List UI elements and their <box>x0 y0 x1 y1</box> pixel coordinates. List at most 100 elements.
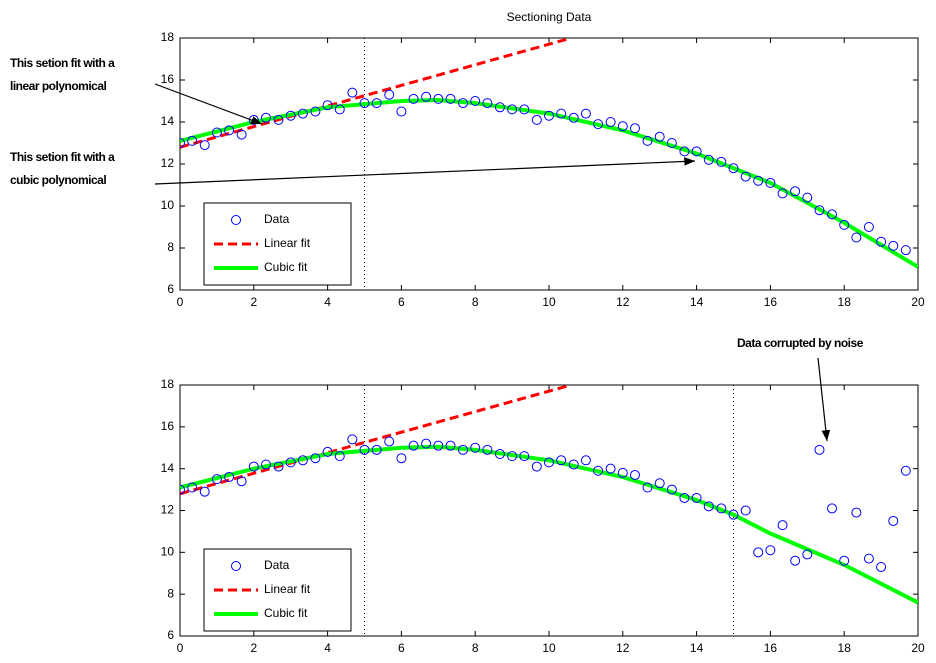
data-point <box>445 440 456 451</box>
data-point <box>421 438 432 449</box>
data-point <box>180 484 185 495</box>
data-point <box>482 98 493 109</box>
data-point <box>180 138 185 148</box>
data-point <box>384 89 395 100</box>
data-point <box>851 507 862 518</box>
x-tick-label: 20 <box>911 641 925 655</box>
y-tick-label: 8 <box>167 240 174 254</box>
data-point <box>199 140 210 151</box>
data-point <box>863 553 874 564</box>
x-tick-label: 20 <box>911 295 925 309</box>
y-tick-label: 16 <box>161 72 175 86</box>
data-point <box>790 186 801 197</box>
data-point <box>359 98 370 109</box>
legend-marker <box>231 215 241 225</box>
annotation-text: Data corrupted by noise <box>737 336 864 350</box>
data-point <box>519 104 530 115</box>
data-point <box>703 154 714 165</box>
data-point <box>187 135 198 146</box>
annotation-arrow <box>154 157 696 185</box>
data-point <box>580 108 591 119</box>
data-point <box>531 114 542 125</box>
data-point <box>605 117 616 127</box>
data-point <box>507 451 518 462</box>
data-point <box>421 91 432 102</box>
data-point <box>273 114 284 125</box>
data-point <box>371 98 382 109</box>
x-tick-label: 16 <box>764 295 778 309</box>
data-point <box>445 93 456 104</box>
data-point <box>568 459 579 470</box>
data-point <box>285 457 296 468</box>
data-point <box>728 163 739 174</box>
x-tick-label: 4 <box>324 641 331 655</box>
data-point <box>322 446 333 457</box>
data-point <box>827 209 838 220</box>
data-point <box>642 135 653 146</box>
data-point <box>728 509 739 520</box>
data-point <box>482 444 493 455</box>
data-point <box>396 453 407 464</box>
fit-line <box>180 97 918 269</box>
data-point <box>359 444 370 455</box>
fit-line <box>180 444 918 605</box>
data-point <box>384 436 395 447</box>
data-point <box>863 222 874 232</box>
data-point <box>814 444 825 455</box>
annotation-text: linear polynomical <box>10 79 107 93</box>
data-point <box>310 106 321 117</box>
data-point <box>691 146 702 157</box>
data-point <box>494 102 505 113</box>
data-point <box>617 467 628 478</box>
data-point <box>753 175 764 186</box>
data-point <box>187 482 198 493</box>
data-point <box>408 440 419 451</box>
x-tick-label: 6 <box>398 641 405 655</box>
data-point <box>580 455 591 466</box>
x-tick-label: 8 <box>472 295 479 309</box>
data-point <box>556 108 567 119</box>
y-tick-label: 6 <box>167 282 174 296</box>
data-point <box>347 87 358 98</box>
y-tick-label: 12 <box>161 156 175 170</box>
plot-content <box>180 385 918 636</box>
data-point <box>593 465 604 476</box>
legend-label: Data <box>264 558 290 572</box>
x-tick-label: 12 <box>616 295 630 309</box>
data-point <box>297 455 308 466</box>
x-tick-label: 16 <box>764 641 778 655</box>
data-point <box>888 515 899 526</box>
legend-label: Data <box>264 212 290 226</box>
fit-line <box>180 385 572 496</box>
data-point <box>285 110 296 121</box>
legend-label: Linear fit <box>264 582 311 596</box>
data-point <box>740 505 751 516</box>
data-point <box>544 110 554 121</box>
data-point <box>433 440 444 451</box>
data-point <box>211 127 222 138</box>
data-point <box>765 545 776 556</box>
data-point <box>458 444 469 455</box>
y-tick-label: 14 <box>161 114 175 128</box>
data-point <box>839 555 850 566</box>
data-point <box>470 442 481 453</box>
data-point <box>211 474 222 485</box>
data-point <box>765 177 776 188</box>
data-point <box>568 112 579 123</box>
data-point <box>888 240 899 251</box>
data-point <box>876 236 887 247</box>
data-point <box>679 146 690 157</box>
data-point <box>334 104 345 115</box>
data-point <box>790 555 801 566</box>
data-point <box>654 131 665 142</box>
y-tick-label: 10 <box>161 545 175 559</box>
data-point <box>642 482 653 493</box>
data-point <box>408 93 419 104</box>
legend-marker <box>231 561 241 571</box>
data-point <box>470 96 481 106</box>
data-point <box>629 469 640 480</box>
x-tick-label: 0 <box>177 295 184 309</box>
y-tick-label: 10 <box>161 198 175 212</box>
data-point <box>396 106 407 117</box>
y-tick-label: 6 <box>167 628 174 642</box>
